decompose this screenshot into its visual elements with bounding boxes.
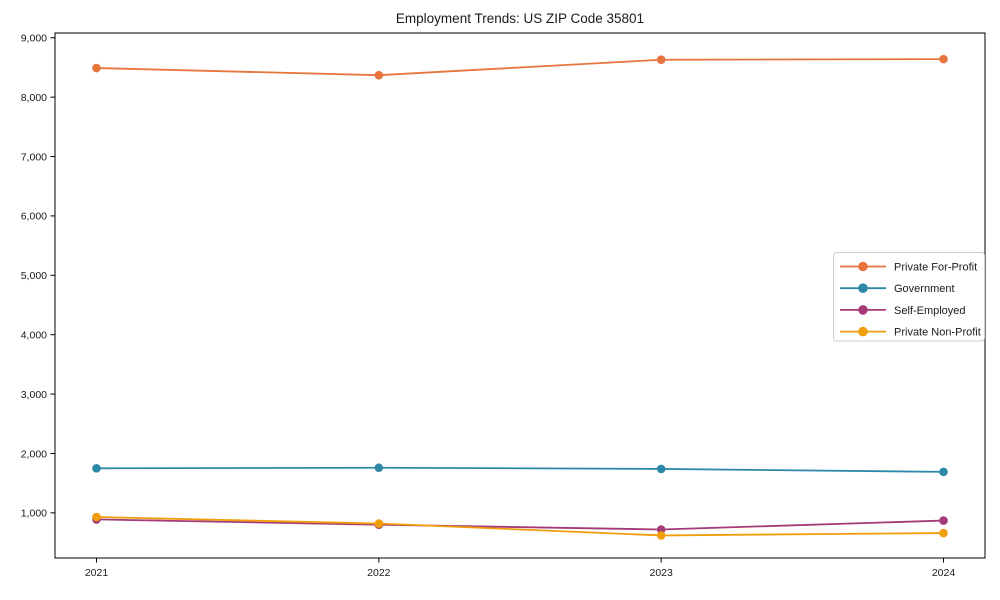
data-point-marker — [374, 463, 384, 473]
legend-item: Self-Employed — [840, 305, 966, 317]
data-point-marker — [92, 63, 101, 73]
legend-label: Self-Employed — [894, 305, 966, 317]
x-tick-label: 2023 — [649, 567, 673, 579]
legend-sample-marker — [858, 283, 868, 294]
data-point-marker — [374, 519, 384, 528]
data-point-marker — [92, 464, 101, 473]
y-tick-label: 8,000 — [21, 92, 47, 104]
data-point-marker — [939, 467, 948, 477]
legend-sample-marker — [858, 305, 868, 315]
y-tick-label: 4,000 — [21, 329, 47, 341]
legend-label: Private Non-Profit — [894, 327, 981, 339]
plot-area: 1,000 2,000 3,000 4,000 5,000 6,000 7,000 8,000… — [21, 32, 986, 579]
y-tick-label: 6,000 — [21, 211, 47, 223]
x-tick-label: 2024 — [932, 567, 956, 579]
series-self-employed — [92, 515, 948, 534]
legend-item: Government — [840, 283, 955, 295]
data-point-marker — [656, 464, 666, 474]
y-tick-label: 5,000 — [21, 270, 47, 282]
y-tick-label: 7,000 — [21, 151, 47, 163]
data-point-marker — [656, 525, 666, 534]
data-point-marker — [939, 528, 948, 538]
series-government — [92, 463, 948, 477]
y-tick-label: 2,000 — [21, 448, 47, 460]
legend-label: Private For-Profit — [894, 262, 977, 274]
legend: Private For-Profit Government Self-Employe… — [833, 252, 985, 342]
series-line — [96, 58, 944, 77]
legend-sample-marker — [858, 326, 868, 337]
x-tick-label: 2022 — [367, 567, 391, 579]
series-layer — [92, 54, 948, 540]
legend-item: Private For-Profit — [840, 262, 977, 274]
y-tick-label: 1,000 — [21, 508, 47, 520]
data-point-marker — [939, 516, 948, 525]
y-tick-label: 9,000 — [21, 33, 47, 45]
data-point-marker — [92, 512, 101, 522]
x-tick-label: 2021 — [85, 567, 109, 579]
series-line — [96, 466, 944, 473]
data-point-marker — [656, 531, 666, 540]
series-private-for-profit — [92, 54, 948, 80]
series-line — [96, 516, 944, 537]
legend-sample-marker — [858, 261, 868, 272]
series-line — [96, 518, 944, 531]
chart-title: Employment Trends: US ZIP Code 35801 — [396, 11, 644, 26]
series-private-non-profit — [92, 512, 948, 540]
y-tick-label: 3,000 — [21, 389, 47, 401]
legend-box — [833, 252, 985, 342]
data-point-marker — [939, 54, 948, 64]
legend-item: Private Non-Profit — [840, 327, 981, 339]
legend-label: Government — [894, 283, 955, 295]
data-point-marker — [656, 55, 666, 65]
data-point-marker — [374, 70, 384, 80]
